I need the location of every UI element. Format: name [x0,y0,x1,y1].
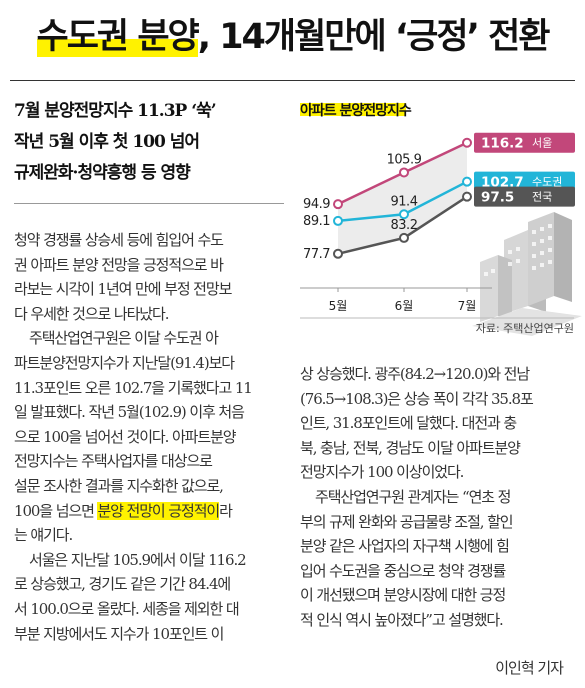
text-line: 분양 같은 사업자의 자구책 시행에 힘 [300,537,510,556]
data-point [333,215,343,226]
headline-divider [10,80,575,81]
badge-series-name: 전국 [532,191,552,204]
text-line: 상 상승했다. 광주(84.2→120.0)와 전남 [300,365,530,383]
subheading-1: 7월 분양전망지수 11.3P ‘쑥’ [14,101,217,121]
text-line: 주택산업연구원 관계자는 “연초 정 [315,487,511,506]
byline: 이인혁 기자 [495,659,564,677]
text-line: 다 우세한 것으로 나타났다. [14,304,169,323]
title-highlight-bar [300,103,406,116]
badge-background [474,186,575,207]
data-point [462,137,472,148]
text-line: 입어 수도권을 중심으로 청약 경쟁률 [300,561,506,580]
data-label: 89.1 [303,214,330,229]
text-highlight: 분양 전망이 긍정적이 [97,501,220,520]
text-line: 부의 규제 완화와 공급물량 조절, 할인 [300,512,514,531]
headline-rest: , 14개월만에 ‘긍정’ 전환 [197,17,551,57]
text-line: 라보는 시각이 1년여 만에 부정 전망보 [14,280,232,299]
index-line-chart: 아파트 분양전망지수 94.9 105.9 89.1 91.4 77.7 83.2 116… [300,102,582,336]
text-line: 로 상승했고, 경기도 같은 기간 84.4에 [14,575,231,594]
chart-title-main: 아파트 분양전망 [300,102,388,119]
data-point [333,248,343,259]
data-point [462,176,472,187]
subheadings: 7월 분양전망지수 11.3P ‘쑥’ 작년 5월 이후 첫 100 넘어 규제… [14,96,284,189]
paragraph-2: 주택산업연구원은 이달 수도권 아 파트분양전망지수가 지난달(91.4)보다 … [14,326,284,547]
badge-background [474,132,575,153]
paragraph-1: 청약 경쟁률 상승세 등에 힘입어 수도 권 아파트 분양 전망을 긍정적으로 … [14,228,284,326]
subheading-3: 규제완화·청약흥행 등 영향 [14,163,191,183]
chart-source: 자료: 주택산업연구원 [476,322,574,335]
subhead-divider [14,203,284,204]
paragraph-5: 주택산업연구원 관계자는 “연초 정 부의 규제 완화와 공급물량 조절, 할인… [300,485,570,633]
body-left-column: 청약 경쟁률 상승세 등에 힘입어 수도 권 아파트 분양 전망을 긍정적으로 … [14,228,284,646]
text-fragment: 라 [219,501,233,520]
buildings-illustration [472,212,582,336]
x-tick-label: 6월 [395,299,414,313]
text-line: 인트, 31.8포인트에 달했다. 대전과 충 [300,414,517,433]
x-tick-label: 7월 [458,299,477,313]
subheading-2: 작년 5월 이후 첫 100 넘어 [14,132,200,152]
badge-series-name: 서울 [532,137,552,150]
text-line: 으로 100을 넘어선 것이다. 아파트분양 [14,427,237,446]
highlighted-line: 100을 넘으면 분양 전망이 긍정적이라 [14,499,284,524]
paragraph-3: 서울은 지난달 105.9에서 이달 116.2 로 상승했고, 경기도 같은 … [14,548,284,646]
text-line: 전망지수는 주택사업자를 대상으로 [14,452,213,471]
data-label: 94.9 [303,197,330,212]
chart-title-suffix: 지수 [387,103,412,119]
text-line: 서 100.0으로 올랐다. 세종을 제외한 대 [14,599,240,618]
data-label: 83.2 [391,218,418,233]
data-label: 91.4 [391,194,418,209]
text-line: 권 아파트 분양 전망을 긍정적으로 바 [14,255,224,274]
text-line: 파트분양전망지수가 지난달(91.4)보다 [14,353,235,372]
badge-series-name: 수도권 [532,176,562,189]
paragraph-4: 상 상승했다. 광주(84.2→120.0)와 전남 (76.5→108.3)은… [300,362,570,485]
text-line: 이 개선됐으며 분양시장에 대한 긍정 [300,586,506,605]
data-label: 105.9 [387,152,422,167]
data-point [399,167,409,178]
text-line: 일 발표했다. 작년 5월(102.9) 이후 처음 [14,403,245,422]
data-point [399,209,409,220]
range-band [338,142,467,254]
badge-value: 116.2 [481,136,524,152]
svg-text:아파트 분양전망지수: 아파트 분양전망지수 [300,102,412,119]
text-line: 부분 지방에서도 지수가 10포인트 이 [14,624,224,643]
data-point [462,191,472,202]
text-line: 는 얘기다. [14,526,73,545]
text-line: 주택산업연구원은 이달 수도권 아 [29,329,219,348]
text-fragment: 100을 넘으면 [14,501,98,520]
badge-value: 97.5 [481,190,514,206]
x-tick-label: 5월 [329,299,348,313]
text-line: (76.5→108.3)은 상승 폭이 각각 35.8포 [300,389,534,408]
chart-title: 아파트 분양전망지수 [300,102,413,119]
text-line: 11.3포인트 오른 102.7을 기록했다고 11 [14,378,253,397]
data-label: 77.7 [303,247,330,262]
headline: 수도권 분양, 14개월만에 ‘긍정’ 전환 [0,8,585,59]
text-line: 청약 경쟁률 상승세 등에 힘입어 수도 [14,231,224,249]
series-badge-서울: 116.2 서울 [474,132,575,153]
series-badge-전국: 97.5 전국 [474,186,575,207]
data-point [399,232,409,243]
headline-highlight: 수도권 분양 [36,17,200,57]
data-point [333,199,343,210]
text-line: 전망지수가 100 이상이었다. [300,463,464,482]
body-right-column: 상 상승했다. 광주(84.2→120.0)와 전남 (76.5→108.3)은… [300,362,570,633]
text-line: 북, 충남, 전북, 경남도 이달 아파트분양 [300,438,521,457]
text-line: 서울은 지난달 105.9에서 이달 116.2 [29,550,247,569]
text-line: 적 인식 역시 높아졌다”고 설명했다. [300,610,504,629]
text-line: 설문 조사한 결과를 지수화한 값으로, [14,476,224,495]
